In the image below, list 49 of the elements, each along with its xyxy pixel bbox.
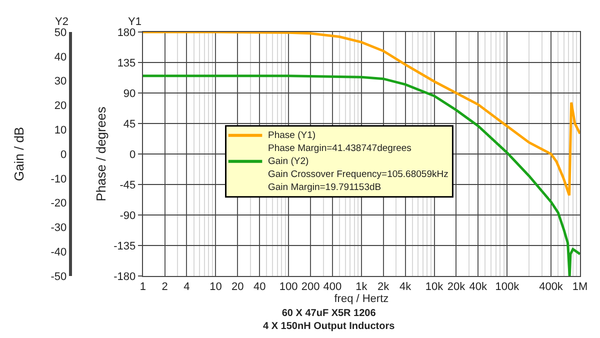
y2-tick-label: -50 bbox=[50, 270, 67, 283]
y-tick-label: 0 bbox=[130, 148, 136, 161]
annotation: Gain Crossover Frequency=105.68059kHz bbox=[268, 169, 449, 180]
y2-tick-label: 30 bbox=[54, 76, 67, 88]
y2-tick-label: 40 bbox=[54, 51, 67, 64]
x-tick-label: 2k bbox=[378, 281, 390, 294]
x-tick-label: 4k bbox=[399, 281, 412, 294]
y-tick-label: -90 bbox=[120, 210, 136, 222]
y2-tick-label: -20 bbox=[50, 198, 67, 210]
legend-label: Phase (Y1) bbox=[268, 130, 316, 141]
y2-tick-label: 0 bbox=[60, 148, 67, 161]
text: 60 X 47uF X5R 1206 4 X 150nH Output Inductors bbox=[263, 308, 396, 332]
y2-tick-label: -10 bbox=[50, 173, 67, 186]
x-tick-label: 4 bbox=[184, 281, 190, 294]
y-tick-label: 135 bbox=[117, 57, 136, 70]
x-tick-label: 100k bbox=[495, 281, 520, 294]
y-tick-label: 180 bbox=[117, 26, 136, 39]
y2-axis-title: Gain / dB bbox=[12, 126, 27, 182]
x-tick-label: 1 bbox=[140, 281, 146, 294]
x-tick-label: 10 bbox=[210, 281, 222, 294]
x-tick-label: 100 bbox=[279, 281, 298, 294]
x-axis-title: freq / Hertz bbox=[334, 293, 389, 306]
y2-tick-label: -30 bbox=[50, 222, 67, 234]
y2-tick-label: 10 bbox=[54, 124, 67, 136]
x-tick-label: 2 bbox=[162, 281, 168, 294]
x-tick-label: 40 bbox=[253, 281, 266, 294]
x-tick-label: 20 bbox=[232, 281, 244, 294]
y2-tick-label: -40 bbox=[50, 246, 67, 258]
y2-tick-label: 20 bbox=[54, 100, 67, 112]
x-tick-label: 10k bbox=[425, 281, 444, 294]
x-tick-label: 1k bbox=[356, 281, 368, 294]
x-tick-label: 400 bbox=[323, 281, 342, 294]
legend-label: Gain (Y2) bbox=[268, 156, 309, 167]
text: Y1 bbox=[128, 16, 142, 28]
y-axis-title: Phase / degrees bbox=[94, 106, 109, 202]
y-tick-label: -135 bbox=[114, 240, 136, 252]
y-tick-label: -180 bbox=[114, 270, 136, 283]
x-tick-label: 400k bbox=[539, 281, 564, 294]
y-tick-label: 90 bbox=[123, 88, 136, 100]
y2-tick-label: 50 bbox=[54, 26, 67, 39]
x-tick-label: 40k bbox=[469, 281, 488, 294]
annotation: Gain Margin=19.791153dB bbox=[268, 182, 382, 193]
x-tick-label: 200 bbox=[301, 281, 320, 294]
x-tick-label: 20k bbox=[447, 281, 466, 294]
annotation: Phase Margin=41.438747degrees bbox=[268, 143, 412, 154]
text: Y2 bbox=[55, 16, 68, 28]
y-tick-label: -45 bbox=[120, 179, 136, 192]
x-tick-label: 1M bbox=[572, 281, 588, 294]
y-tick-label: 45 bbox=[123, 118, 136, 130]
